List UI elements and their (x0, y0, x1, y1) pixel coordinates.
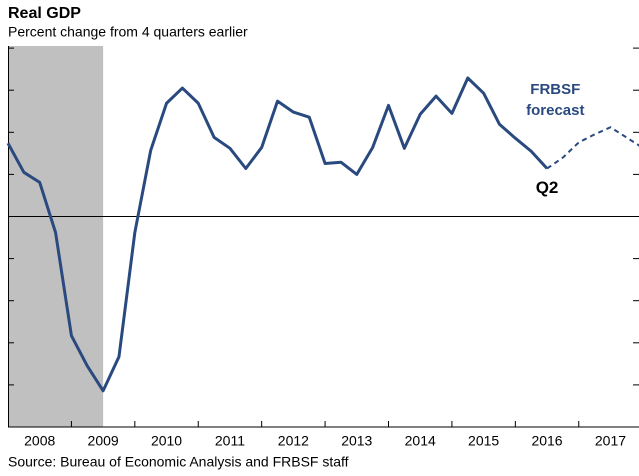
source-note: Source: Bureau of Economic Analysis and … (8, 454, 349, 470)
x-tick-label: 2012 (278, 433, 309, 449)
annotation: FRBSF (530, 81, 580, 98)
chart-title: Real GDP (8, 5, 81, 22)
x-tick-label: 2011 (215, 433, 245, 449)
chart-subtitle: Percent change from 4 quarters earlier (8, 24, 248, 40)
data-line (6, 76, 549, 393)
x-tick-label: 2017 (595, 433, 626, 449)
annotation: Q2 (536, 178, 559, 197)
x-tick-label: 2010 (151, 433, 182, 449)
x-tick-label: 2013 (341, 433, 372, 449)
x-tick-label: 2015 (468, 433, 499, 449)
x-tick-label: 2014 (405, 433, 436, 449)
x-tick-label: 2009 (88, 433, 119, 449)
forecast-line (546, 126, 639, 170)
x-tick-label: 2008 (24, 433, 55, 449)
annotation: forecast (526, 102, 584, 119)
x-tick-label: 2016 (531, 433, 562, 449)
